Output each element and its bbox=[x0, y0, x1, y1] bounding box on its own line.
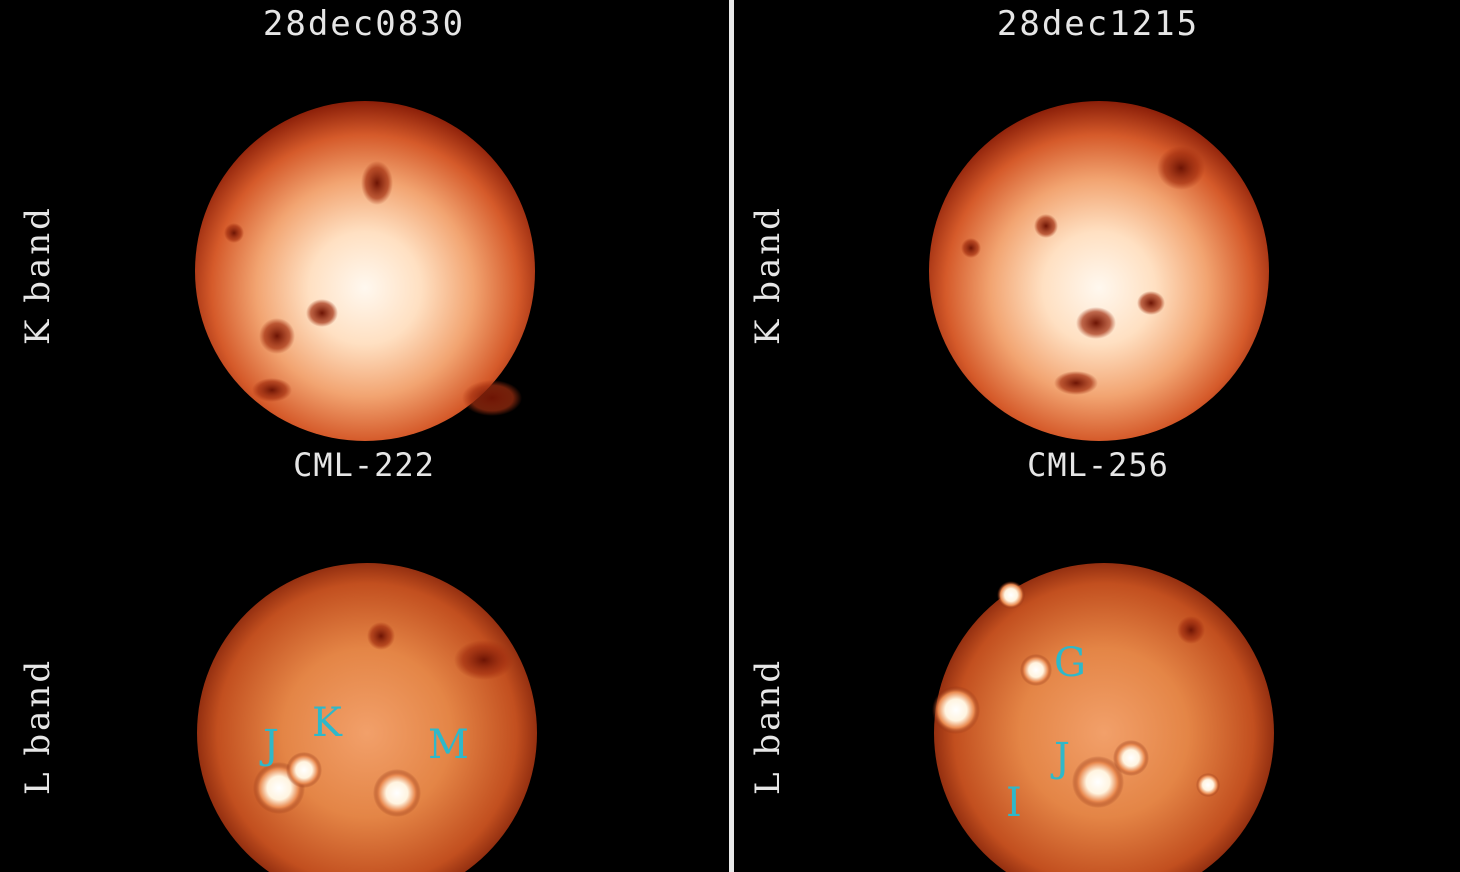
panel-left: 28dec0830 K band L band CML-222 J K M bbox=[0, 0, 728, 872]
cml-label: CML-222 bbox=[293, 446, 435, 484]
l-band-label: L band bbox=[748, 657, 788, 795]
panel-right: 28dec1215 K band L band CML-256 G J I bbox=[736, 0, 1460, 872]
marker-j: J bbox=[1054, 735, 1071, 781]
marker-i: I bbox=[1006, 780, 1022, 826]
l-band-disk-image bbox=[932, 563, 1274, 872]
k-band-label: K band bbox=[748, 205, 788, 345]
marker-m: M bbox=[428, 722, 469, 768]
panel-divider bbox=[729, 0, 734, 872]
cml-label: CML-256 bbox=[1027, 446, 1169, 484]
k-band-disk-image bbox=[195, 101, 535, 441]
k-band-label: K band bbox=[18, 205, 58, 345]
marker-j: J bbox=[263, 722, 280, 768]
marker-k: K bbox=[312, 700, 342, 746]
marker-g: G bbox=[1054, 640, 1086, 686]
k-band-disk-image bbox=[929, 101, 1269, 441]
l-band-disk-image bbox=[197, 563, 537, 872]
panel-title: 28dec1215 bbox=[996, 4, 1200, 44]
panel-title: 28dec0830 bbox=[262, 4, 466, 44]
l-band-label: L band bbox=[18, 657, 58, 795]
